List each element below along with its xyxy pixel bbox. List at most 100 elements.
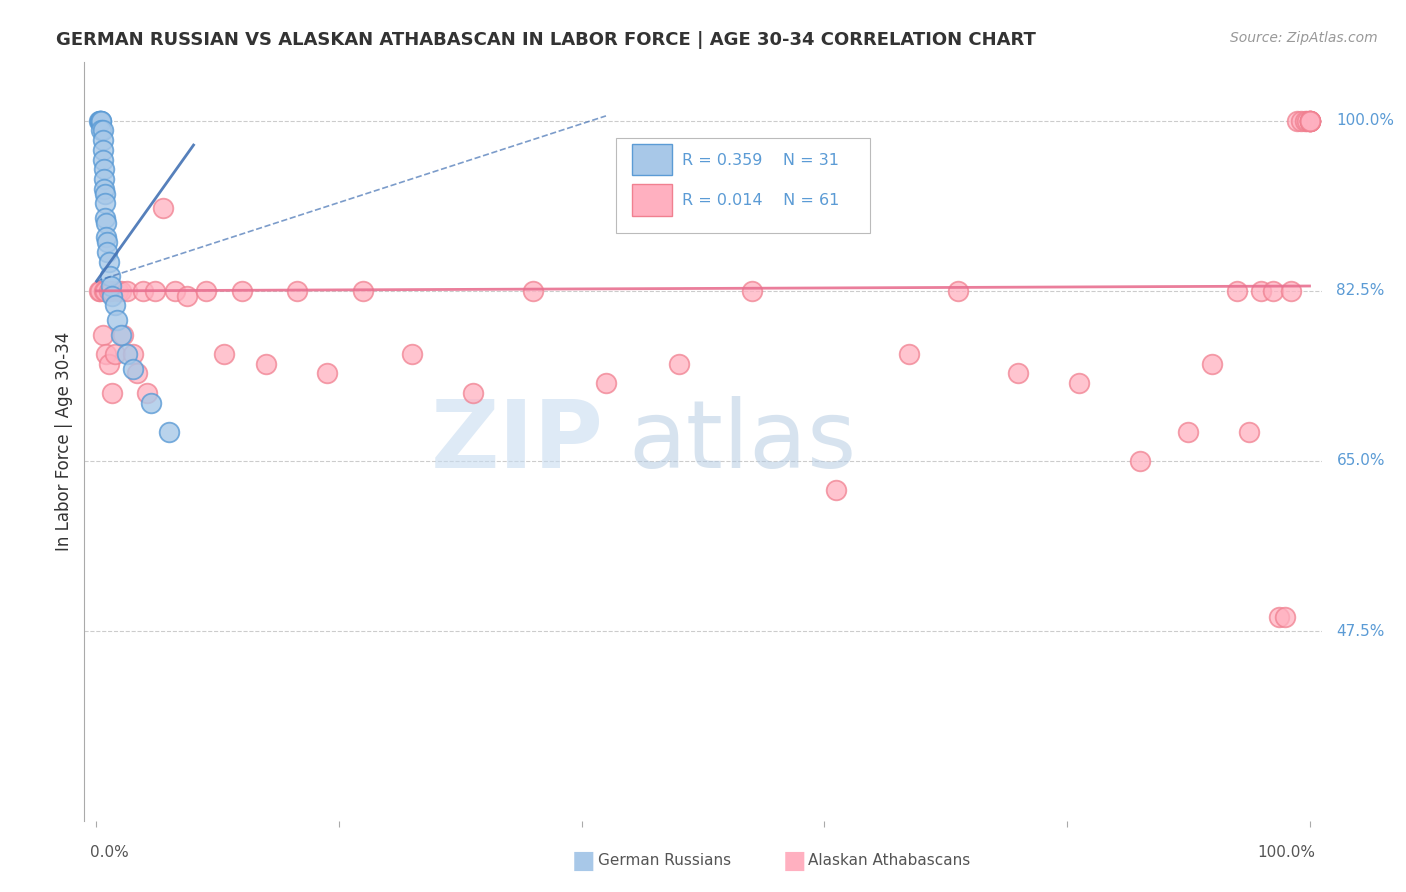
Point <box>139 395 162 409</box>
Point <box>100 279 122 293</box>
Point <box>115 347 138 361</box>
Text: 100.0%: 100.0% <box>1337 113 1395 128</box>
Point <box>93 172 115 186</box>
Point <box>93 284 115 298</box>
Text: 82.5%: 82.5% <box>1337 284 1385 298</box>
Point <box>104 298 127 312</box>
Point <box>87 113 110 128</box>
Point <box>100 284 122 298</box>
Point <box>825 483 848 497</box>
Point <box>1201 357 1223 371</box>
Point <box>122 347 145 361</box>
Point <box>101 289 124 303</box>
Text: ■: ■ <box>572 849 595 872</box>
Point <box>1298 113 1320 128</box>
Point <box>1268 609 1291 624</box>
Point <box>461 386 484 401</box>
Point <box>89 113 111 128</box>
Point <box>352 284 374 298</box>
Point <box>91 133 114 147</box>
Point <box>741 284 763 298</box>
Point <box>1007 367 1029 381</box>
Text: ■: ■ <box>783 849 806 872</box>
Point <box>110 327 132 342</box>
Point <box>136 386 159 401</box>
Point <box>152 201 174 215</box>
Point <box>254 357 277 371</box>
Text: 65.0%: 65.0% <box>1337 453 1385 468</box>
Point <box>1286 113 1309 128</box>
Point <box>91 327 114 342</box>
Point <box>94 196 117 211</box>
Point <box>105 313 128 327</box>
Point <box>112 327 135 342</box>
Point <box>1279 284 1302 298</box>
Text: R = 0.014    N = 61: R = 0.014 N = 61 <box>682 193 839 208</box>
Point <box>93 162 115 177</box>
Point <box>96 230 118 244</box>
Point <box>93 182 115 196</box>
FancyBboxPatch shape <box>616 138 870 233</box>
Point <box>1298 113 1320 128</box>
Point <box>1298 113 1320 128</box>
Point <box>96 216 118 230</box>
Point <box>194 284 217 298</box>
Point <box>1250 284 1272 298</box>
Point <box>107 284 129 298</box>
Point <box>87 284 110 298</box>
FancyBboxPatch shape <box>633 144 672 176</box>
Text: R = 0.359    N = 31: R = 0.359 N = 31 <box>682 153 839 168</box>
Point <box>212 347 235 361</box>
Text: ZIP: ZIP <box>432 395 605 488</box>
Point <box>104 347 127 361</box>
Point <box>157 425 180 439</box>
Point <box>101 386 124 401</box>
Point <box>122 361 145 376</box>
Point <box>90 113 112 128</box>
Point <box>91 143 114 157</box>
Point <box>1298 113 1320 128</box>
Point <box>90 113 112 128</box>
Text: 0.0%: 0.0% <box>90 845 129 860</box>
Point <box>110 284 132 298</box>
Text: GERMAN RUSSIAN VS ALASKAN ATHABASCAN IN LABOR FORCE | AGE 30-34 CORRELATION CHAR: GERMAN RUSSIAN VS ALASKAN ATHABASCAN IN … <box>56 31 1036 49</box>
Text: atlas: atlas <box>628 395 858 488</box>
Point <box>1129 454 1152 468</box>
Point <box>125 367 148 381</box>
Point <box>1274 609 1296 624</box>
Text: German Russians: German Russians <box>598 854 731 868</box>
Point <box>522 284 544 298</box>
FancyBboxPatch shape <box>633 184 672 216</box>
Point <box>91 153 114 167</box>
Point <box>1177 425 1199 439</box>
Point <box>176 289 198 303</box>
Point <box>1298 113 1320 128</box>
Point <box>96 245 118 260</box>
Point <box>96 347 118 361</box>
Point <box>131 284 153 298</box>
Point <box>285 284 308 298</box>
Point <box>1237 425 1260 439</box>
Point <box>1296 113 1319 128</box>
Point <box>1261 284 1284 298</box>
Point <box>898 347 921 361</box>
Point <box>89 113 111 128</box>
Point <box>97 284 120 298</box>
Text: 47.5%: 47.5% <box>1337 624 1385 639</box>
Point <box>316 367 339 381</box>
Point <box>231 284 253 298</box>
Text: 100.0%: 100.0% <box>1257 845 1316 860</box>
Point <box>946 284 969 298</box>
Point <box>94 284 117 298</box>
Point <box>89 284 111 298</box>
Y-axis label: In Labor Force | Age 30-34: In Labor Force | Age 30-34 <box>55 332 73 551</box>
Point <box>595 376 617 391</box>
Text: Alaskan Athabascans: Alaskan Athabascans <box>808 854 970 868</box>
Point <box>96 235 118 250</box>
Point <box>1294 113 1316 128</box>
Point <box>90 123 112 137</box>
Point <box>97 357 120 371</box>
Text: Source: ZipAtlas.com: Source: ZipAtlas.com <box>1230 31 1378 45</box>
Point <box>1298 113 1320 128</box>
Point <box>1226 284 1249 298</box>
